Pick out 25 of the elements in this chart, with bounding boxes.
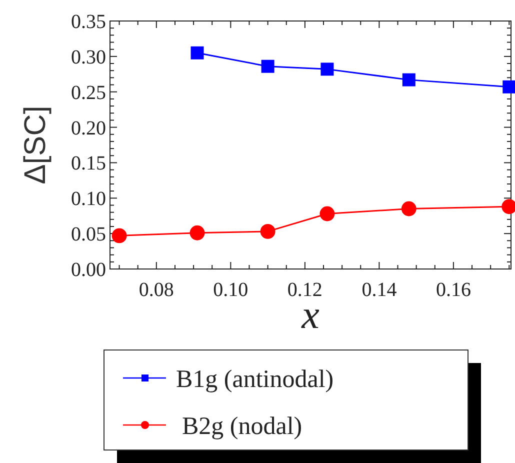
- point: [190, 225, 205, 240]
- y-tick-label: 0.25: [71, 82, 106, 104]
- y-tick-label: 0.10: [71, 188, 106, 210]
- y-tick-label: 0.20: [71, 117, 106, 140]
- point: [402, 73, 416, 86]
- y-tick-label: 0.30: [71, 46, 106, 68]
- point: [190, 46, 204, 60]
- x-tick-label: 0.08: [138, 279, 174, 301]
- point: [320, 62, 334, 76]
- point: [260, 224, 276, 239]
- point: [112, 228, 127, 244]
- legend-label: B2g (nodal): [182, 412, 302, 440]
- legend-label: B1g (antinodal): [176, 366, 334, 393]
- point: [261, 60, 274, 73]
- x-tick-label: 0.14: [362, 279, 397, 301]
- x-tick-label: 0.16: [436, 279, 471, 301]
- y-axis-title: Δ[SC]: [19, 106, 52, 184]
- point: [401, 201, 416, 216]
- x-tick-label: 0.10: [213, 279, 248, 301]
- y-tick-label: 0.05: [71, 224, 106, 246]
- y-tick-label: 0.00: [71, 259, 106, 281]
- point: [502, 80, 515, 94]
- y-tick-label: 0.35: [71, 11, 106, 33]
- point: [320, 206, 335, 222]
- y-tick-label: 0.15: [71, 152, 106, 175]
